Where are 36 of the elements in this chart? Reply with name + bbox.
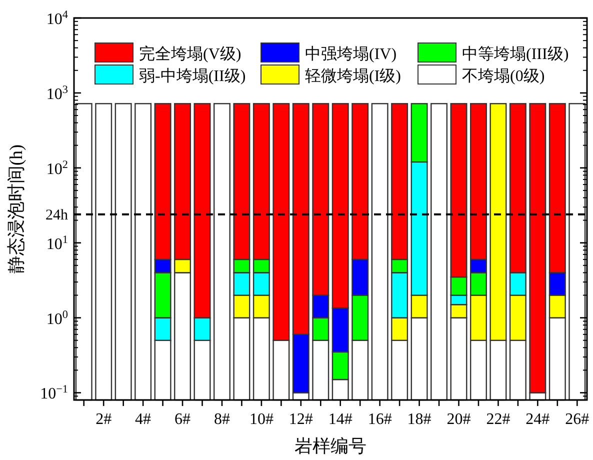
x-tick-label: 18#	[407, 411, 432, 428]
legend-label: 不垮塌(0级)	[462, 68, 545, 85]
legend-label: 轻微垮塌(I级)	[305, 68, 401, 85]
y-tick-label: 10$^{3}$	[46, 84, 68, 103]
x-tick-label: 10#	[249, 411, 274, 428]
bar	[213, 103, 230, 401]
bar	[430, 103, 448, 401]
y-tick-label: 10$^{−1}$	[40, 384, 68, 403]
bar	[75, 103, 92, 401]
bar	[371, 103, 388, 401]
legend-label: 完全垮塌(V级)	[139, 45, 242, 63]
x-tick-label: 4#	[135, 411, 152, 428]
bar	[114, 103, 132, 401]
x-tick-label: 14#	[328, 411, 352, 428]
x-tick-label: 26#	[565, 411, 590, 428]
y-tick-label: 10$^{0}$	[46, 308, 68, 328]
legend-label: 中强垮塌(IV)	[305, 45, 397, 63]
x-tick-label: 12#	[288, 411, 313, 428]
x-tick-label: 8#	[214, 411, 230, 428]
x-axis-title: 岩样编号	[294, 436, 366, 456]
x-tick-label: 22#	[486, 411, 510, 428]
x-tick-label: 2#	[96, 411, 112, 428]
legend-label: 弱-中垮塌(II级)	[139, 67, 246, 85]
x-tick-label: 24#	[526, 411, 550, 428]
bar	[134, 103, 152, 401]
bar	[568, 103, 586, 401]
x-tick-label: 16#	[368, 411, 392, 428]
y-tick-label: 10$^{2}$	[46, 158, 68, 178]
y-tick-label: 10$^{4}$	[46, 9, 68, 28]
y-axis-title: 静态浸泡时间(h)	[6, 144, 26, 274]
x-tick-label: 20#	[446, 411, 471, 428]
y-tick-label: 10$^{1}$	[46, 234, 68, 253]
x-tick-label: 6#	[174, 411, 191, 428]
bar	[95, 103, 112, 401]
ref-line-label: 24h	[46, 207, 68, 224]
legend-label: 中等垮塌(III级)	[462, 45, 569, 63]
